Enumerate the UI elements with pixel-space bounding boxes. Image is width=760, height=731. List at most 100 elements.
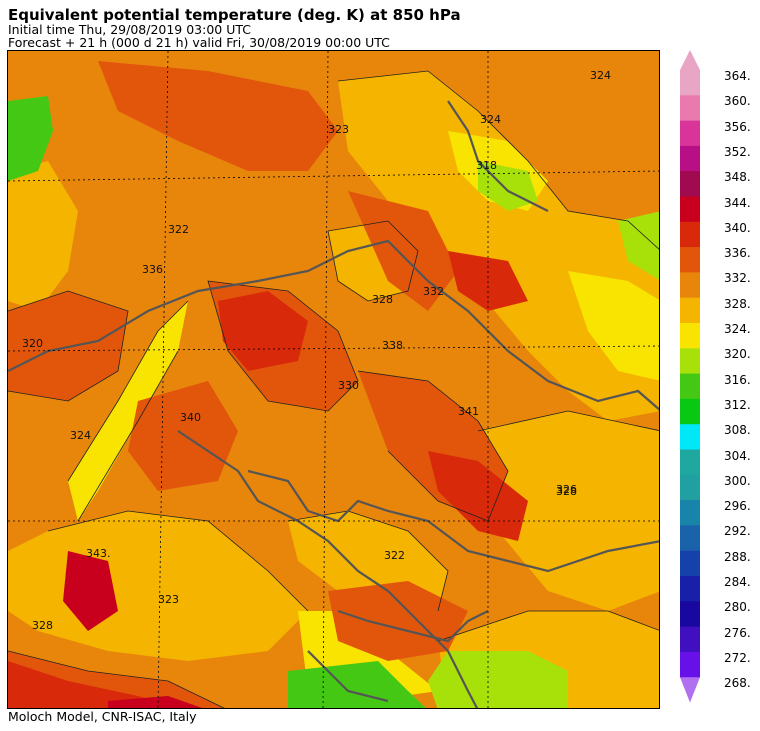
colorbar-arrow-top	[680, 50, 700, 70]
contour-label: 324	[590, 69, 611, 82]
colorbar-swatch	[680, 247, 700, 273]
region-332	[348, 191, 458, 311]
contour-label: 336	[142, 263, 163, 276]
colorbar-swatch	[680, 171, 700, 197]
contour-label: 332	[423, 285, 444, 298]
contour-label: 322	[384, 549, 405, 562]
colorbar-swatch	[680, 297, 700, 324]
region-340	[108, 696, 203, 708]
contour-label: 328	[556, 485, 577, 498]
colorbar-tick-label: 292.	[724, 524, 751, 539]
region-324	[568, 271, 659, 381]
colorbar-swatch	[680, 348, 700, 375]
model-credit: Moloch Model, CNR-ISAC, Italy	[8, 709, 197, 724]
colorbar-tick-label: 348.	[724, 170, 751, 185]
contour-label: 328	[32, 619, 53, 632]
colorbar-swatch	[680, 95, 700, 122]
contour-labels: 324 318 323 322 328 332 336 340 341 343.…	[22, 69, 611, 632]
colorbar-tick-label: 308.	[724, 423, 751, 438]
color-scale-bar	[680, 50, 700, 703]
colorbar-tick-label: 340.	[724, 220, 751, 235]
colorbar-tick-label: 276.	[724, 625, 751, 640]
colorbar-swatch	[680, 626, 700, 653]
region-316	[288, 661, 426, 708]
region-328	[478, 411, 659, 611]
colorbar-swatch	[680, 196, 700, 223]
colorbar-swatch	[680, 70, 700, 96]
lat-lon-grid	[8, 51, 659, 708]
map-canvas: 324 318 323 322 328 332 336 340 341 343.…	[8, 51, 659, 708]
colorbar-swatch	[680, 424, 700, 450]
contour-label: 328	[372, 293, 393, 306]
region-324	[68, 301, 188, 521]
colorbar-tick-label: 320.	[724, 347, 751, 362]
colorbar-tick-label: 336.	[724, 246, 751, 261]
initial-time: Initial time Thu, 29/08/2019 03:00 UTC	[8, 22, 251, 37]
region-336	[218, 291, 308, 371]
colorbar-swatch	[680, 601, 700, 628]
contour-label: 318	[476, 159, 497, 172]
contour-label: 322	[168, 223, 189, 236]
colorbar-tick-label: 304.	[724, 448, 751, 463]
region-332	[98, 61, 338, 171]
region-332	[128, 381, 238, 491]
contour-label: 324	[70, 429, 91, 442]
colorbar-swatch	[680, 576, 700, 602]
region-316	[8, 96, 53, 181]
region-320	[428, 651, 568, 708]
region-328	[338, 71, 659, 421]
colorbar-swatch	[680, 120, 700, 147]
forecast-validity: Forecast + 21 h (000 d 21 h) valid Fri, …	[8, 35, 390, 50]
colorbar-tick-label: 316.	[724, 372, 751, 387]
colorbar-swatch	[680, 145, 700, 172]
colorbar-swatch	[680, 651, 700, 678]
colorbar-tick-label: 280.	[724, 600, 751, 615]
contour-label: 320	[22, 337, 43, 350]
colorbar-tick-label: 352.	[724, 144, 751, 159]
contour-label: 330	[338, 379, 359, 392]
theta-e-map: 324 318 323 322 328 332 336 340 341 343.…	[7, 50, 660, 709]
region-336	[8, 661, 181, 708]
colorbar-tick-label: 272.	[724, 650, 751, 665]
colorbar-swatch	[680, 500, 700, 526]
colorbar-arrow-bottom	[680, 677, 700, 703]
colorbar-tick-label: 344.	[724, 195, 751, 210]
region-340	[63, 551, 118, 631]
colorbar-swatch	[680, 449, 700, 476]
contour-label: 324	[480, 113, 501, 126]
region-332	[328, 581, 468, 661]
colorbar-tick-label: 364.	[724, 69, 751, 83]
colorbar-swatch	[680, 525, 700, 552]
colorbar-swatch	[680, 398, 700, 425]
contour-label: 326	[556, 483, 577, 496]
contour-label: 340	[180, 411, 201, 424]
colorbar-tick-label: 296.	[724, 499, 751, 514]
colorbar-tick-label: 300.	[724, 473, 751, 488]
colorbar-tick-label: 284.	[724, 575, 751, 589]
colorbar-tick-label: 356.	[724, 119, 751, 134]
colorbar-swatch	[680, 373, 700, 400]
colorbar-swatch	[680, 221, 700, 248]
colorbar-swatch	[680, 323, 700, 349]
map-title: Equivalent potential temperature (deg. K…	[8, 6, 461, 24]
colorbar-tick-label: 268.	[724, 676, 751, 691]
colorbar-swatch	[680, 550, 700, 577]
colorbar-swatch	[680, 272, 700, 299]
contour-label: 323	[158, 593, 179, 606]
colorbar-tick-label: 360.	[724, 94, 751, 109]
colorbar-tick-label: 332.	[724, 271, 751, 286]
colorbar-tick-label: 288.	[724, 549, 751, 564]
contour-label: 323	[328, 123, 349, 136]
region-336	[428, 451, 528, 541]
coastlines	[8, 100, 659, 708]
contour-label: 343.	[86, 547, 111, 560]
colorbar-tick-label: 312.	[724, 397, 751, 412]
colorbar-swatch	[680, 474, 700, 501]
region-328	[8, 161, 78, 311]
contour-label: 338	[382, 339, 403, 352]
contour-label: 341	[458, 405, 479, 418]
region-320	[618, 211, 659, 280]
color-scale-legend: 364. 360. 356. 352. 348. 344. 340. 336. 332. 328.…	[672, 48, 758, 712]
colorbar-tick-label: 324.	[724, 322, 751, 336]
colorbar-tick-label: 328.	[724, 296, 751, 311]
